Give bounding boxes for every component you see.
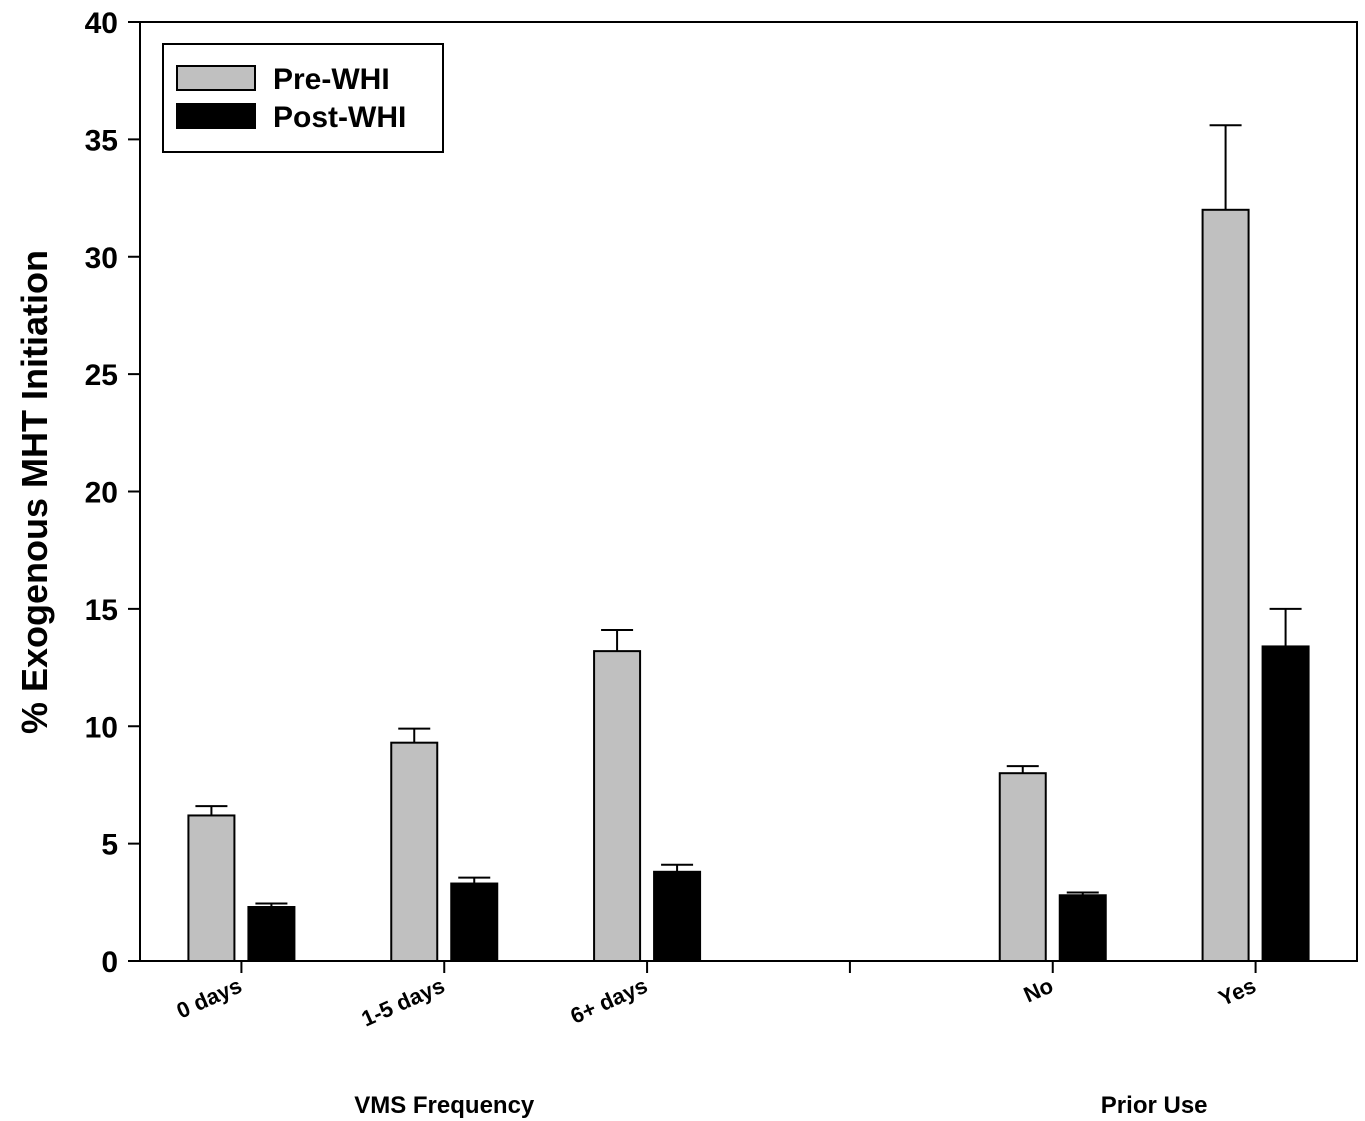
legend-box	[162, 43, 444, 153]
x-category-label: Yes	[1215, 973, 1260, 1011]
bar-post-whi	[653, 870, 702, 962]
x-category-labels: 0 days 1-5 days 6+ days No Yes	[173, 961, 1260, 1031]
y-tick-label: 15	[85, 594, 118, 627]
group-label: Prior Use	[1101, 1092, 1208, 1119]
y-tick-label: 0	[101, 946, 118, 979]
bar-post-whi	[247, 906, 296, 963]
y-tick-label: 5	[101, 829, 118, 862]
group-label: VMS Frequency	[354, 1092, 535, 1119]
x-category-label: 1-5 days	[358, 973, 449, 1032]
legend-swatch	[176, 103, 256, 129]
legend-swatch	[176, 65, 256, 91]
x-category-label: No	[1020, 973, 1057, 1008]
y-tick-label: 25	[85, 359, 118, 392]
bar-pre-whi	[390, 741, 439, 962]
legend: Pre-WHI Post-WHI	[162, 43, 444, 153]
legend-label: Pre-WHI	[273, 63, 390, 96]
bar-post-whi	[450, 882, 499, 962]
group-labels: VMS Frequency Prior Use	[354, 1092, 1207, 1119]
y-tick-label: 10	[85, 711, 118, 744]
bar-post-whi	[1261, 645, 1310, 962]
bars	[187, 208, 1310, 963]
x-category-label: 0 days	[173, 973, 246, 1024]
error-bars	[195, 124, 1302, 908]
axes	[139, 21, 1358, 962]
y-tick-label: 40	[85, 7, 118, 40]
x-category-label: 6+ days	[567, 973, 651, 1029]
y-ticks: 0 5 10 15 20 25 30 35 40	[85, 7, 140, 979]
bar-pre-whi	[1201, 208, 1250, 963]
bar-pre-whi	[998, 772, 1047, 963]
plot-frame	[139, 21, 1358, 962]
y-tick-label: 30	[85, 242, 118, 275]
bar-post-whi	[1058, 894, 1107, 963]
legend-label: Post-WHI	[273, 101, 406, 134]
y-tick-label: 20	[85, 477, 118, 510]
bar-pre-whi	[593, 650, 642, 962]
y-axis-label: % Exogenous MHT Initiation	[14, 250, 55, 734]
y-tick-label: 35	[85, 124, 118, 157]
bar-pre-whi	[187, 814, 236, 963]
